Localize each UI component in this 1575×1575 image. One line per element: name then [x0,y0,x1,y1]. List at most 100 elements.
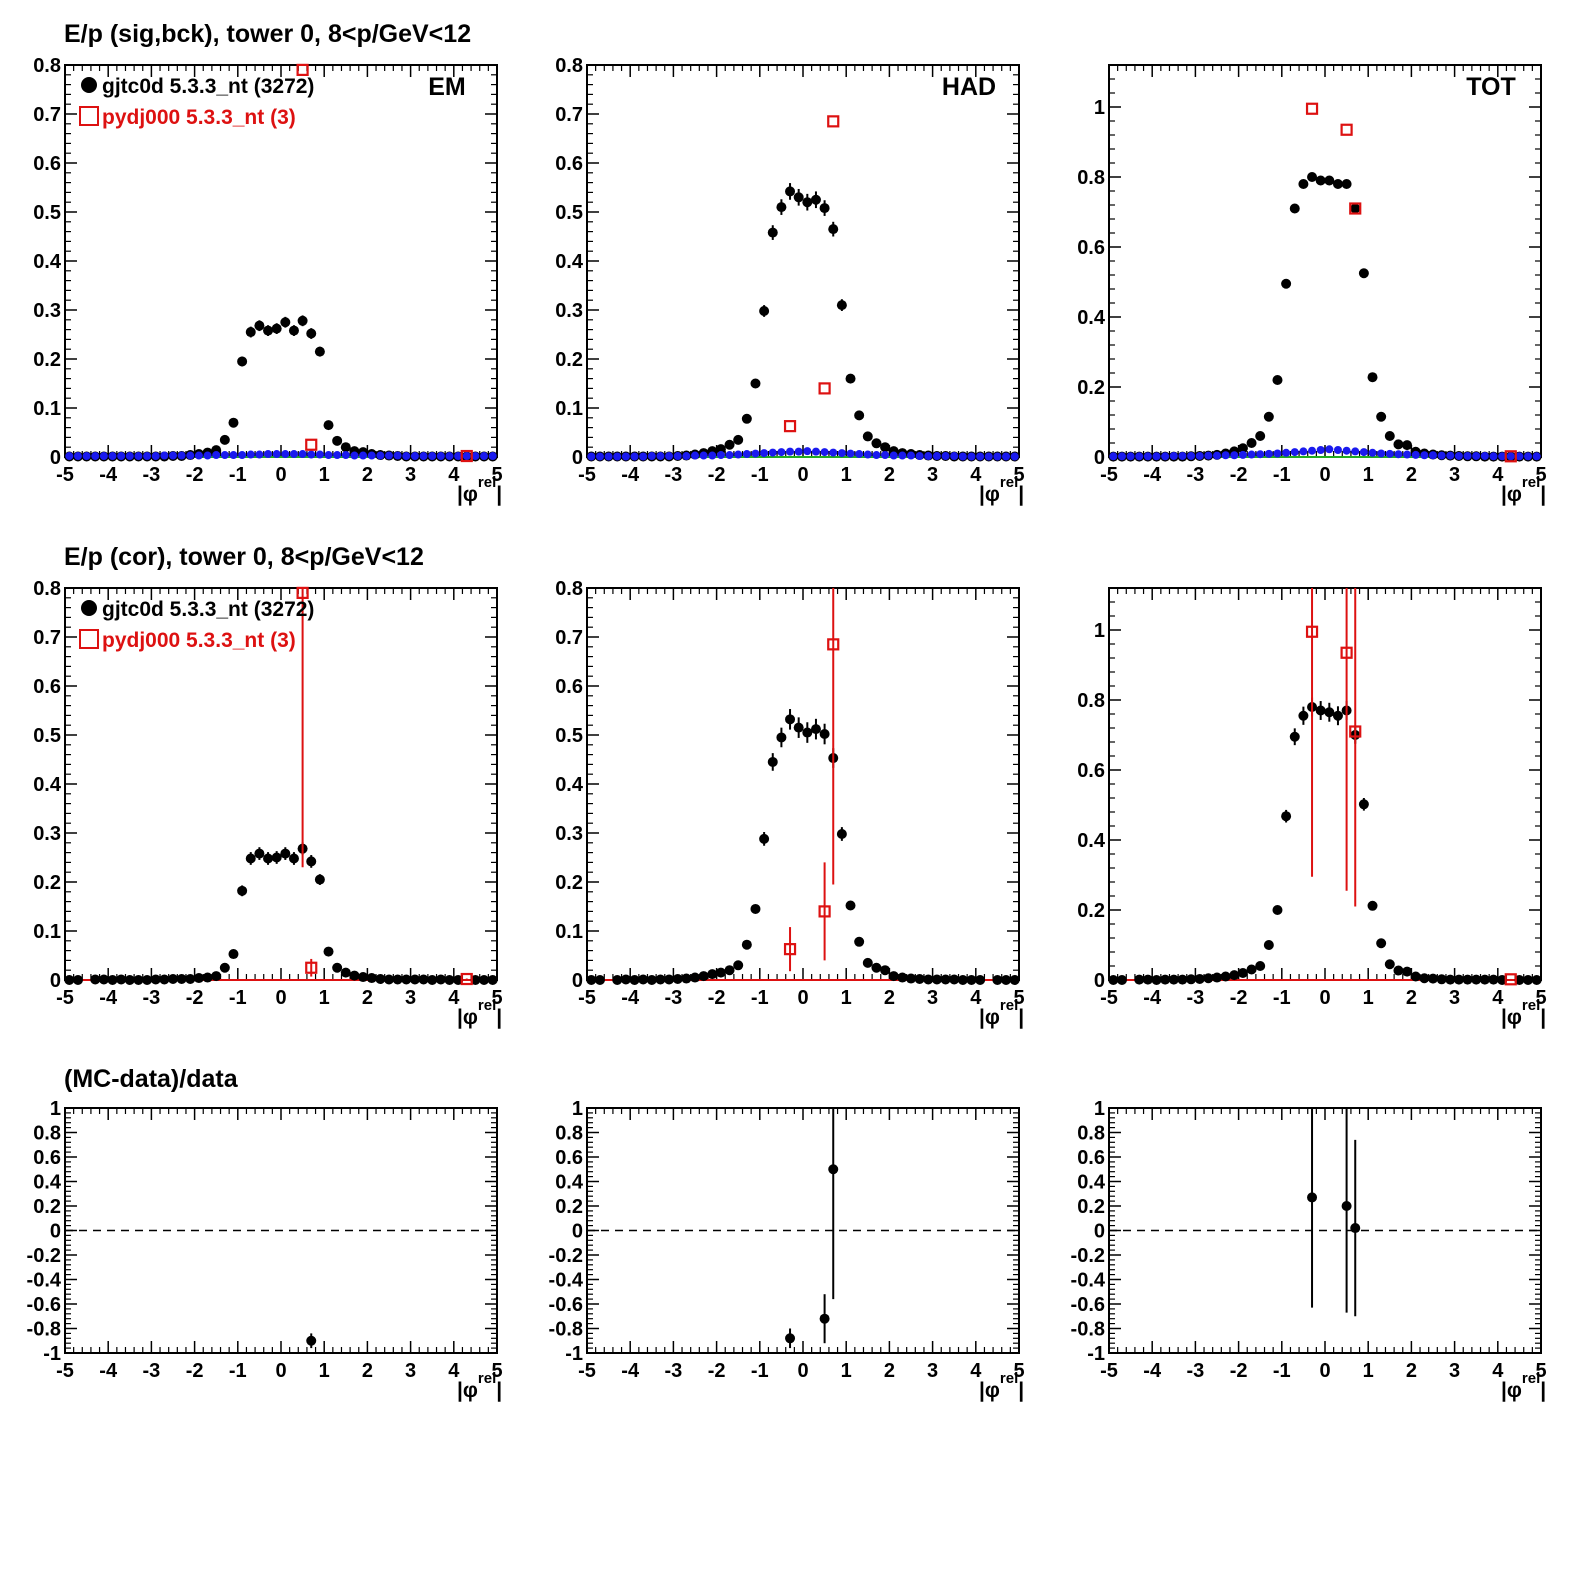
legend: gjtc0d 5.3.3_nt (3272) pydj000 5.3.3_nt (… [79,598,314,652]
data-point [785,186,796,197]
data-point [1315,705,1326,716]
bck-point [872,451,881,460]
data-point [854,936,865,947]
y-tick-label: 0.4 [33,1172,62,1194]
data-point [1402,440,1413,451]
y-tick-label: 0.2 [33,1196,61,1218]
x-tick-label: -2 [186,464,204,486]
x-tick-label: -1 [751,1360,769,1382]
data-point [64,975,75,985]
data-point [655,974,666,985]
bck-point [941,452,950,461]
bck-point [1169,451,1178,460]
bck-point [194,451,203,460]
y-tick-label: 0.8 [33,55,61,77]
data-point [724,965,735,976]
bck-point [324,451,333,460]
y-tick-label: 0.8 [555,1123,583,1145]
data-point [435,974,446,985]
bck-point [794,447,803,456]
bck-point [203,451,212,460]
bck-point [967,452,976,461]
x-tick-label: 5 [1535,1360,1546,1382]
data-point [384,974,394,985]
x-tick-label: 2 [884,464,895,486]
bck-point [1282,448,1291,457]
mc-point [460,972,473,986]
mc-point [1504,973,1517,986]
x-tick-label: 3 [927,1360,938,1382]
bck-point [1524,452,1533,461]
data-point [1376,411,1387,422]
bck-point [647,452,656,461]
y-tick-label: 0.4 [1077,830,1106,852]
mc-point [305,961,318,974]
x-tick-label: -4 [621,987,640,1009]
data-point [819,203,830,214]
x-tick-label: 4 [1492,987,1504,1009]
data-point [288,325,299,336]
data-point [750,903,761,914]
data-point [176,974,187,985]
x-tick-label: -2 [708,464,726,486]
bck-point [229,451,238,460]
bck-point [691,451,699,460]
data-point [263,853,274,864]
data-point [228,417,239,428]
bck-point [1264,449,1273,458]
bck-point [656,452,665,461]
x-tick-label: -2 [1230,1360,1248,1382]
data-point [586,975,597,985]
x-tick-label: 0 [797,987,808,1009]
data-point [1289,731,1300,742]
y-tick-label: 0.7 [33,627,61,649]
plot-frame [586,64,1020,458]
mc-point [1305,625,1319,638]
x-tick-label: 1 [319,464,330,486]
data-point [1263,940,1274,950]
y-tick-label: 0 [572,447,583,469]
data-point [1108,975,1119,985]
y-tick-label: 1 [1094,97,1105,119]
series-bck [65,450,497,461]
mc-point [296,63,309,77]
bck-point [881,451,890,460]
data-point [871,962,882,973]
data-point [1445,974,1456,985]
data-point [1324,707,1335,718]
panel-cor-em: -5 -4 -3 -2 -1 0 1 2 3 4 5 0 0.1 0.2 0.3 0.4 0.5 0.6 0.7 0.… [33,578,502,1029]
x-tick-label: -5 [56,987,74,1009]
x-tick-label: -2 [186,1360,204,1382]
data-point [897,972,908,983]
data-point [1298,710,1309,721]
x-tick-label: 5 [1013,987,1024,1009]
data-point [1324,175,1335,186]
bck-point [1135,452,1144,461]
legend-label: gjtc0d 5.3.3_nt (3272) [102,75,314,98]
y-tick-label: 1 [572,1098,583,1120]
data-point [349,970,360,981]
mc-point [1349,725,1362,738]
legend-marker-data [81,77,97,93]
x-tick-label: 3 [927,464,938,486]
mc-point [1305,102,1319,115]
data-point [1263,411,1274,422]
data-point [297,315,308,326]
x-axis-title: |φrel| [1501,474,1546,506]
data-point [664,974,675,985]
x-tick-label: -4 [1143,464,1162,486]
bck-point [639,452,648,461]
data-point [1151,975,1162,985]
data-point [306,328,317,339]
bck-point [410,452,419,461]
bck-point [333,451,342,460]
data-point [629,975,640,985]
bck-point [829,448,838,457]
x-tick-label: 1 [1363,1360,1374,1382]
bck-point [742,450,751,459]
data-point [949,974,960,985]
x-tick-label: -4 [621,464,640,486]
y-tick-label: 0.6 [555,1147,583,1169]
bck-point [1126,452,1135,461]
bck-point [837,449,846,458]
